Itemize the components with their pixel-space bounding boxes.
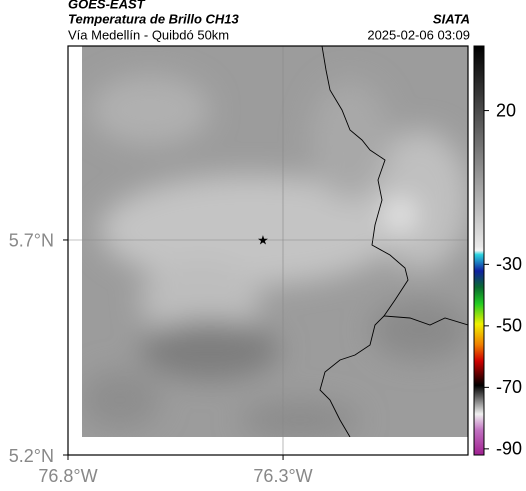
map-frame <box>67 45 469 456</box>
region: Vía Medellín - Quibdó 50km <box>68 27 229 42</box>
product: Temperatura de Brillo CH13 <box>68 11 240 26</box>
lon-tick-label: 76.8°W <box>38 466 97 486</box>
timestamp: 2025-02-06 03:09 <box>367 27 470 42</box>
colorbar-tick-label: 20 <box>496 100 516 120</box>
lon-tick-label: 76.3°W <box>253 466 312 486</box>
brightness-field <box>82 46 468 437</box>
colorbar-tick-label: -70 <box>496 377 522 397</box>
cloud-texture <box>82 75 468 437</box>
source: GOES-EAST <box>68 0 146 11</box>
colorbar-tick-label: -30 <box>496 254 522 274</box>
colorbar-tick-label: -50 <box>496 316 522 336</box>
lat-tick-label: 5.7°N <box>9 231 54 251</box>
colorbar-tick-label: -90 <box>496 439 522 459</box>
location-star: ★ <box>257 232 269 247</box>
colorbar <box>473 45 485 456</box>
lat-tick-label: 5.2°N <box>9 446 54 466</box>
organization: SIATA <box>433 11 470 26</box>
